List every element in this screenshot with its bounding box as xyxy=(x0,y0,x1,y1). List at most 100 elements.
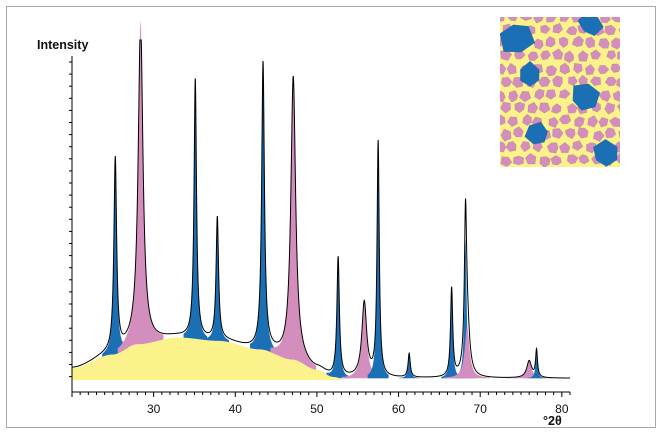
grain-phase-b xyxy=(519,17,533,22)
grain-phase-b xyxy=(606,50,617,60)
peak-11-phase-a xyxy=(441,289,463,379)
grain-phase-b xyxy=(522,113,533,126)
grain-phase-b xyxy=(534,88,545,101)
grain-phase-b xyxy=(584,63,596,76)
grain-phase-b xyxy=(500,63,507,75)
x-tick-label: 30 xyxy=(147,402,161,416)
x-tick-label: 50 xyxy=(310,402,324,416)
grain-phase-b xyxy=(550,103,562,114)
grain-phase-b xyxy=(558,88,571,99)
grain-phase-b xyxy=(545,89,557,100)
grain-phase-b xyxy=(507,17,518,22)
x-tick-label: 80 xyxy=(555,402,569,416)
x-tick-label: 60 xyxy=(392,402,406,416)
peak-14-phase-b xyxy=(506,361,553,379)
grain-phase-b xyxy=(533,17,544,24)
grain-phase-b xyxy=(539,156,551,167)
peak-7-phase-a xyxy=(326,258,350,379)
grain-phase-b xyxy=(512,155,524,166)
peak-4-phase-a xyxy=(205,218,230,343)
diffraction-profile-line xyxy=(71,39,570,379)
amorphous-hump xyxy=(72,337,342,380)
peak-fills xyxy=(72,21,553,380)
grain-phase-a xyxy=(577,17,604,37)
grain-phase-b xyxy=(551,48,564,60)
y-axis-label: Intensity xyxy=(37,38,88,52)
grain-phase-b xyxy=(546,142,559,154)
grain-phase-b xyxy=(540,24,551,34)
peak-12-phase-a xyxy=(455,238,476,379)
grain-phase-b xyxy=(618,27,620,35)
grain-phase-b xyxy=(538,102,551,114)
grain-phase-b xyxy=(590,49,602,60)
peak-6-phase-b xyxy=(270,77,317,370)
grain-phase-b xyxy=(546,17,557,23)
x-axis-ticks: 30 40 50 60 70 80 xyxy=(71,392,571,416)
grain-phase-b xyxy=(615,77,620,88)
x-tick-label: 40 xyxy=(229,402,243,416)
grain-phase-b xyxy=(500,76,513,88)
grain-phase-b xyxy=(505,140,517,152)
grain-phase-b xyxy=(565,25,578,36)
grain-phase-b xyxy=(563,50,575,64)
grain-phase-b xyxy=(599,17,611,24)
grain-phase-b xyxy=(559,17,570,22)
peak-10-phase-a xyxy=(398,354,420,379)
peak-2-phase-b xyxy=(117,21,164,354)
grain-phase-b xyxy=(552,128,564,139)
grain-phase-b xyxy=(527,101,539,114)
grain-phase-b xyxy=(578,154,590,165)
grain-phase-a xyxy=(500,24,536,53)
grain-phase-b xyxy=(616,51,620,60)
grain-phase-b xyxy=(592,130,605,142)
grain-phase-b xyxy=(577,127,589,139)
grain-phase-a xyxy=(592,138,618,167)
grain-phase-b xyxy=(548,116,559,129)
grain-phase-b xyxy=(604,127,617,139)
grain-phase-b xyxy=(610,63,620,73)
peak-8-phase-b xyxy=(341,303,388,379)
grain-phase-b xyxy=(500,17,505,22)
grain-phase-b xyxy=(572,140,584,151)
x-axis-label: °2θ xyxy=(543,414,562,428)
y-axis-ticks xyxy=(69,61,72,378)
grain-phase-b xyxy=(500,114,506,126)
grain-phase-b xyxy=(589,76,602,87)
grain-phase-b xyxy=(524,152,537,165)
grain-phase-b xyxy=(616,102,620,112)
grain-phase-b xyxy=(506,62,517,75)
grain-phase-b xyxy=(612,90,620,103)
grain-phase-b xyxy=(520,141,531,153)
grain-phase-b xyxy=(571,35,585,48)
grain-phase-b xyxy=(574,116,585,128)
peak-5-phase-a xyxy=(249,64,277,355)
grain-phase-b xyxy=(598,38,610,49)
grain-phase-b xyxy=(585,142,597,154)
grain-phase-b xyxy=(558,114,572,125)
grain-phase-b xyxy=(540,50,551,61)
peak-9-phase-a xyxy=(367,143,389,379)
grain-phase-b xyxy=(566,102,578,114)
grain-phase-b xyxy=(611,17,620,23)
grain-phase-b xyxy=(564,127,576,140)
grain-phase-b xyxy=(559,62,571,75)
grain-phase-a xyxy=(519,60,540,87)
grain-phase-b xyxy=(604,76,618,87)
grain-phase-b xyxy=(577,50,589,62)
grain-phase-b xyxy=(550,155,562,166)
grain-phase-b xyxy=(598,116,609,128)
grain-phase-b xyxy=(604,24,617,36)
grain-phase-b xyxy=(500,128,512,142)
grain-phase-b xyxy=(512,126,524,138)
grain-phase-b xyxy=(608,116,620,128)
grain-phase-b xyxy=(611,37,620,50)
grain-phase-b xyxy=(518,90,532,103)
grain-phase-b xyxy=(597,64,610,75)
grain-phase-b xyxy=(500,90,506,103)
peak-15-phase-a xyxy=(527,351,546,379)
grain-phase-b xyxy=(500,156,513,167)
grain-phase-b xyxy=(567,76,578,87)
grain-phase-b xyxy=(618,130,620,139)
grain-phase-b xyxy=(573,62,583,74)
